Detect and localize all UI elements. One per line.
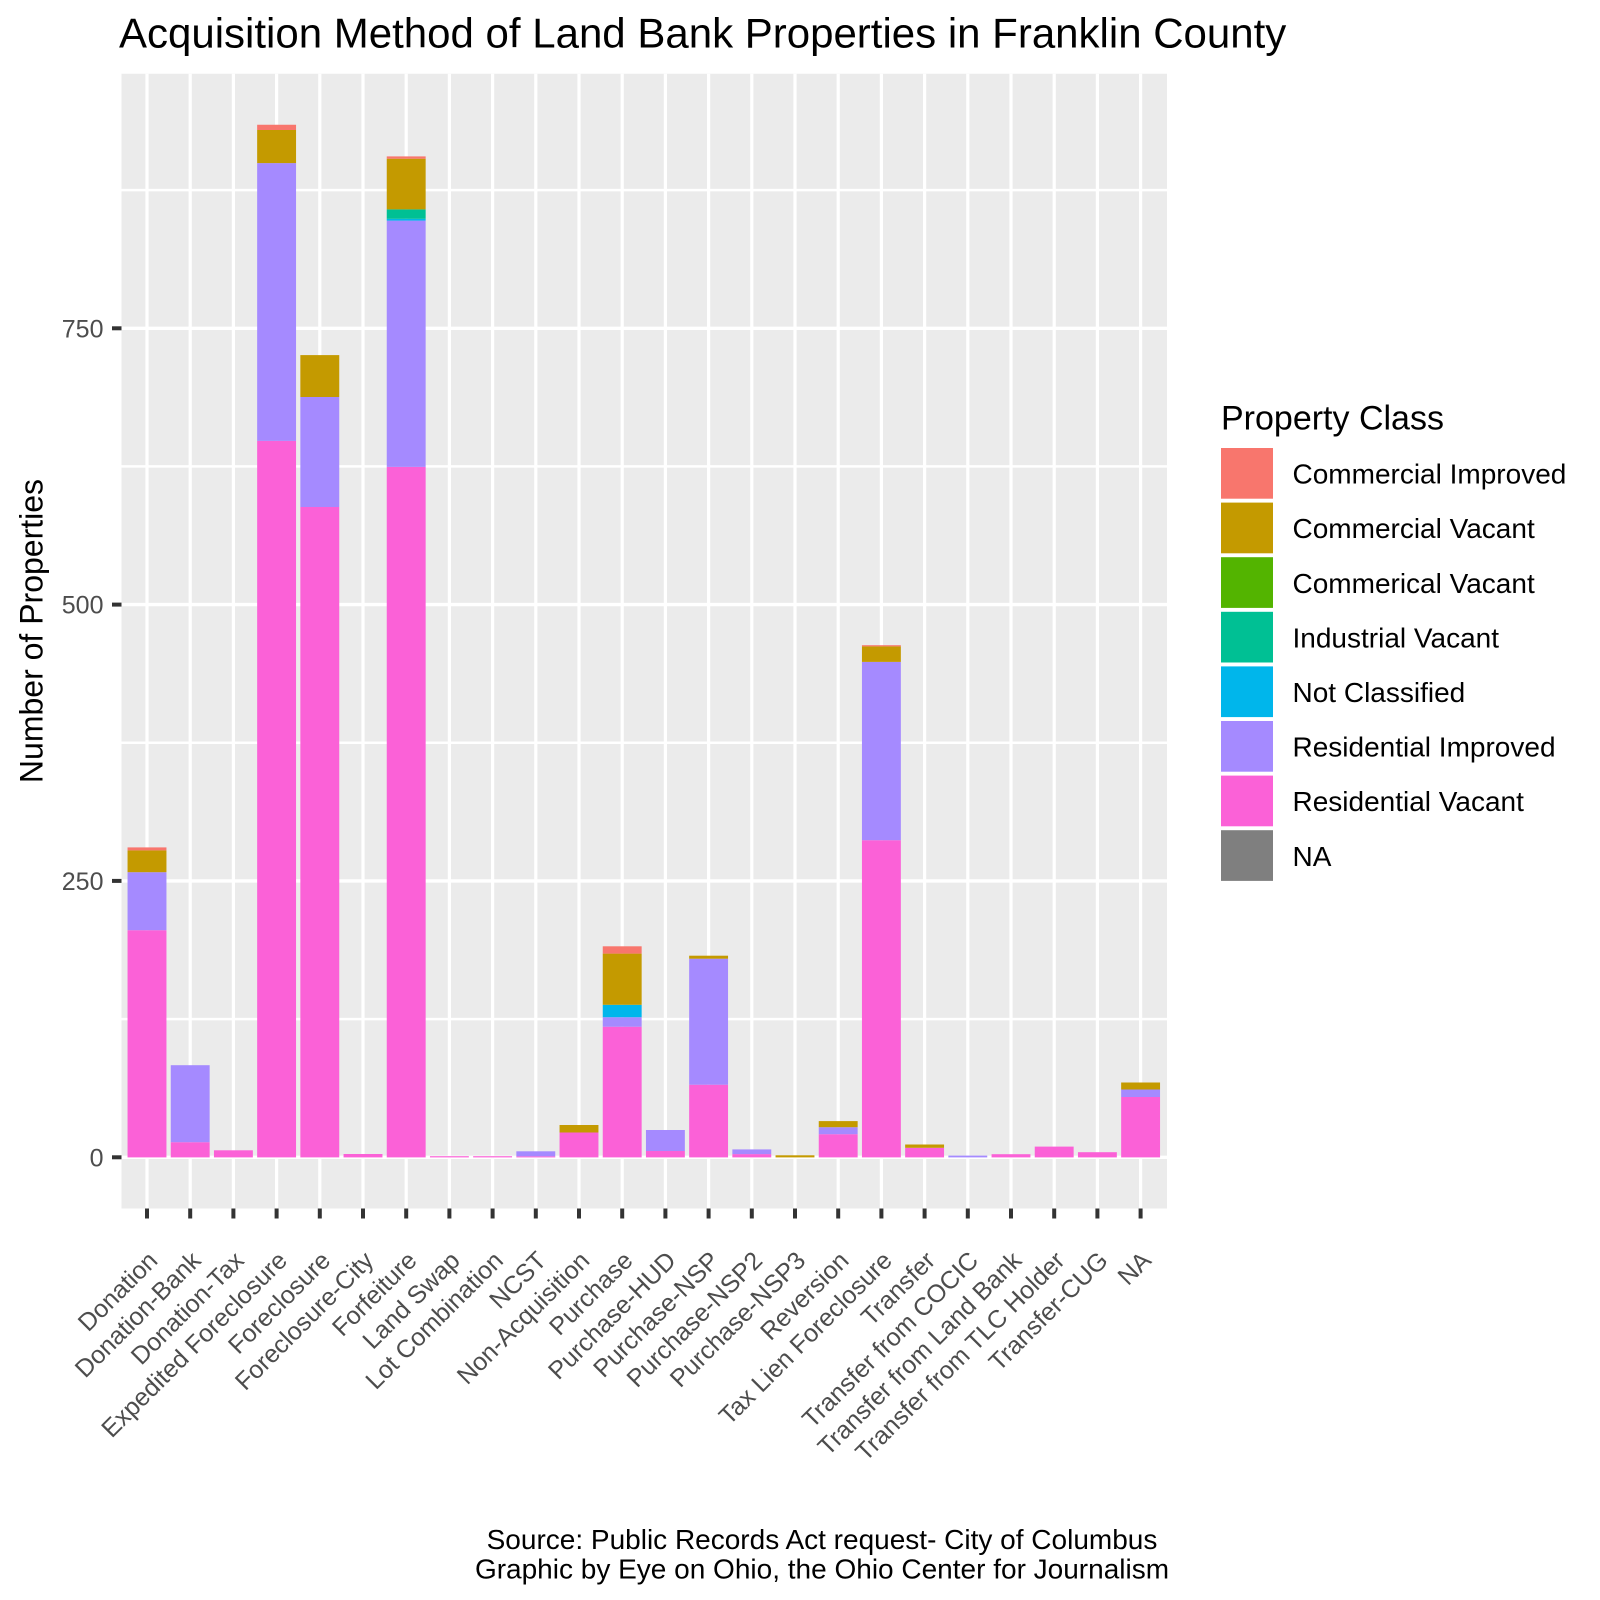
- svg-text:Graphic by Eye on Ohio, the Oh: Graphic by Eye on Ohio, the Ohio Center …: [475, 1554, 1169, 1585]
- svg-text:Property Class: Property Class: [1221, 400, 1444, 438]
- svg-text:Commerical Vacant: Commerical Vacant: [1293, 568, 1535, 599]
- svg-text:Commercial Vacant: Commercial Vacant: [1293, 513, 1535, 544]
- svg-text:Commercial Improved: Commercial Improved: [1293, 459, 1567, 490]
- svg-text:Acquisition Method of Land Ban: Acquisition Method of Land Bank Properti…: [119, 10, 1286, 57]
- svg-text:Not Classified: Not Classified: [1293, 677, 1466, 708]
- svg-text:NA: NA: [1293, 841, 1332, 872]
- svg-text:750: 750: [62, 315, 104, 343]
- svg-text:Number of Properties: Number of Properties: [14, 479, 50, 783]
- svg-text:250: 250: [62, 868, 104, 896]
- svg-text:Residential Vacant: Residential Vacant: [1293, 786, 1525, 817]
- svg-text:Source: Public Records Act req: Source: Public Records Act request- City…: [487, 1524, 1158, 1555]
- svg-text:500: 500: [62, 592, 104, 620]
- svg-text:Industrial Vacant: Industrial Vacant: [1293, 622, 1500, 653]
- svg-text:0: 0: [90, 1144, 104, 1172]
- svg-text:Residential Improved: Residential Improved: [1293, 732, 1556, 763]
